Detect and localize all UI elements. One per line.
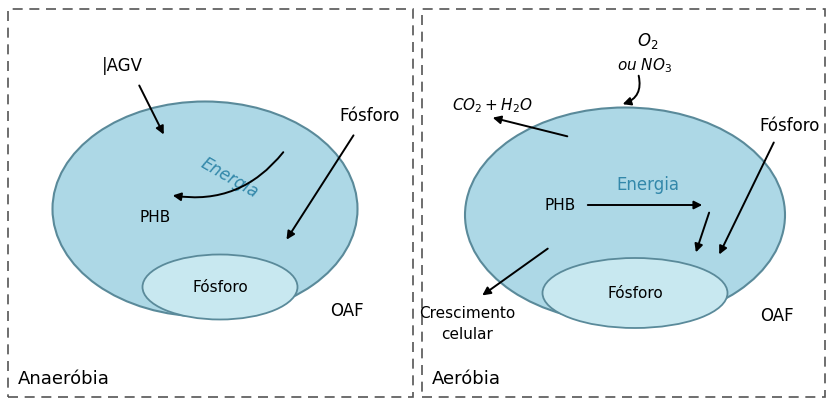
Text: OAF: OAF: [330, 301, 364, 319]
Text: Fósforo: Fósforo: [192, 280, 248, 295]
Text: PHB: PHB: [545, 198, 576, 213]
Bar: [422, 10, 825, 397]
Ellipse shape: [465, 108, 785, 323]
Text: $ou\ NO_3$: $ou\ NO_3$: [617, 57, 672, 75]
Text: Fósforo: Fósforo: [760, 117, 821, 135]
Text: Energia: Energia: [616, 175, 680, 194]
Text: PHB: PHB: [139, 210, 171, 225]
Text: OAF: OAF: [760, 306, 794, 324]
Ellipse shape: [52, 102, 357, 317]
Text: Fósforo: Fósforo: [607, 286, 663, 301]
Text: Crescimento
celular: Crescimento celular: [419, 305, 515, 341]
Text: Fósforo: Fósforo: [340, 107, 400, 125]
Ellipse shape: [542, 258, 727, 328]
Text: $O_2$: $O_2$: [637, 31, 659, 51]
Text: |AGV: |AGV: [102, 57, 142, 75]
Text: Aeróbia: Aeróbia: [432, 369, 501, 387]
Text: $CO_2+H_2O$: $CO_2+H_2O$: [451, 96, 532, 115]
Text: Anaeróbia: Anaeróbia: [18, 369, 110, 387]
Ellipse shape: [142, 255, 297, 320]
Text: Energia: Energia: [198, 154, 262, 201]
Bar: [8, 10, 413, 397]
